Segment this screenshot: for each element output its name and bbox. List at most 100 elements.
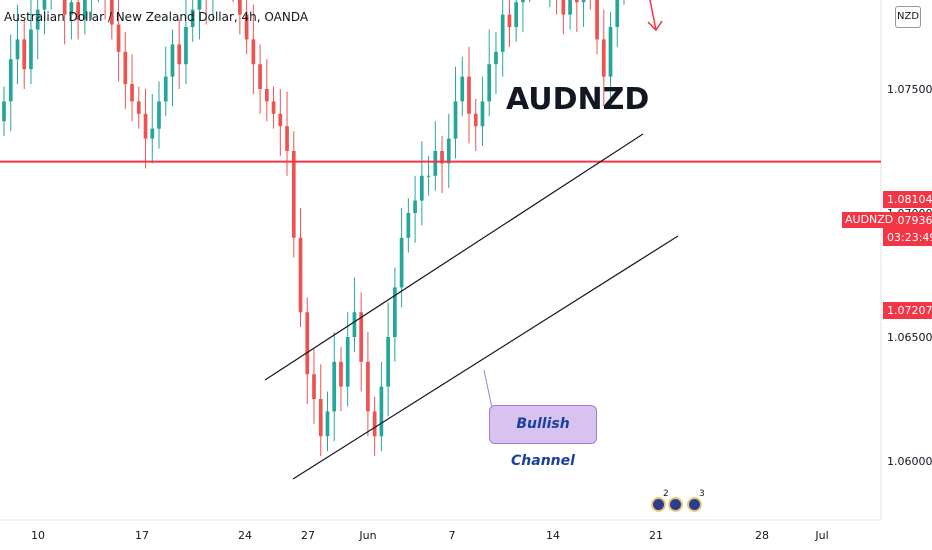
- candle-body: [197, 0, 202, 10]
- currency-label[interactable]: NZD: [895, 6, 921, 28]
- candle-body: [238, 0, 242, 15]
- candle-body: [190, 9, 195, 28]
- resistance-price-badge: 1.08104: [883, 191, 932, 208]
- economic-event-icon[interactable]: [651, 497, 666, 512]
- time-tick-label: 7: [449, 529, 456, 542]
- candle-body: [123, 51, 128, 85]
- event-count: 2: [663, 489, 669, 499]
- price-axis-labels: 1.095001.090001.085001.075001.070001.065…: [887, 83, 932, 468]
- candle-body: [574, 0, 579, 3]
- candle-body: [581, 0, 586, 3]
- candle-body: [514, 2, 519, 27]
- symbol-header: Australian Dollar / New Zealand Dollar, …: [4, 10, 309, 24]
- candle-body: [251, 39, 256, 65]
- candle-body: [521, 0, 525, 3]
- candle-body: [278, 113, 283, 127]
- candle-body: [325, 411, 330, 437]
- candle-body: [413, 200, 417, 213]
- candle-body: [419, 175, 424, 201]
- candle-body: [15, 39, 20, 60]
- time-tick-label: 27: [301, 529, 315, 542]
- candle-body: [359, 312, 364, 362]
- economic-event-icon[interactable]: [668, 497, 683, 512]
- economic-event-icon[interactable]: [687, 497, 702, 512]
- candle-body: [116, 24, 121, 52]
- candle-body: [35, 9, 40, 30]
- candle-body: [130, 84, 134, 102]
- candle-body: [244, 14, 249, 40]
- candle-body: [312, 374, 316, 399]
- candle-body: [601, 39, 606, 77]
- candle-body: [386, 337, 390, 387]
- candle-body: [170, 44, 175, 77]
- time-tick-label: Jun: [358, 529, 376, 542]
- candle-body: [507, 14, 512, 27]
- candle-body: [568, 0, 572, 15]
- symbol-badge: AUDNZD: [842, 212, 897, 228]
- candle-body: [345, 337, 350, 387]
- candle-body: [29, 29, 33, 70]
- bullish-channel-callout[interactable]: Bullish Channel: [489, 405, 597, 469]
- bar-countdown: 03:23:49: [883, 229, 932, 246]
- candle-body: [372, 411, 377, 437]
- candle-body: [440, 151, 444, 164]
- candle-body: [366, 361, 370, 412]
- projection-arrowhead: [647, 20, 663, 32]
- candle-body: [446, 138, 451, 164]
- candle-body: [339, 361, 343, 387]
- candle-body: [406, 213, 411, 238]
- candle-body: [2, 101, 6, 122]
- price-tick-label: 1.06500: [887, 331, 932, 344]
- callout-pointer: [483, 369, 493, 409]
- time-tick-label: 28: [755, 529, 769, 542]
- candle-body: [109, 0, 114, 25]
- candle-body: [487, 64, 492, 102]
- candle-body: [467, 76, 471, 114]
- candle-body: [264, 89, 269, 102]
- candle-body: [298, 237, 303, 313]
- candle-body: [285, 126, 289, 151]
- candle-body: [163, 76, 168, 102]
- candle-body: [83, 0, 87, 20]
- time-tick-label: 14: [546, 529, 560, 542]
- candle-body: [480, 101, 485, 127]
- candle-body: [143, 113, 148, 139]
- event-count: 3: [699, 489, 705, 499]
- support-price-badge: 1.07207: [883, 302, 932, 319]
- channel-upper-line[interactable]: [264, 133, 644, 381]
- candle-body: [332, 361, 337, 412]
- candle-body: [318, 399, 323, 437]
- candle-body: [42, 0, 47, 10]
- chart-title-annotation[interactable]: AUDNZD: [506, 82, 650, 117]
- candle-body: [608, 27, 613, 77]
- candle-body: [22, 39, 27, 70]
- candle-body: [393, 287, 397, 337]
- candle-body: [473, 113, 478, 127]
- candle-body: [494, 51, 498, 65]
- time-axis-labels: 10 17 24 27 Jun 7 14 21 28 Jul: [31, 529, 829, 542]
- candle-body: [8, 59, 13, 102]
- candles: [2, 0, 625, 457]
- candle-body: [258, 64, 262, 89]
- candle-body: [460, 76, 465, 102]
- price-tick-label: 1.06000: [887, 455, 932, 468]
- candle-body: [177, 44, 182, 65]
- candle-body: [136, 101, 141, 114]
- time-tick-label: Jul: [814, 529, 828, 542]
- time-tick-label: 17: [135, 529, 149, 542]
- candle-body: [399, 237, 404, 288]
- candle-body: [62, 0, 67, 15]
- candle-body: [69, 2, 74, 15]
- channel-lower-line[interactable]: [292, 235, 679, 480]
- candle-body: [271, 101, 276, 114]
- candle-body: [433, 151, 438, 176]
- candle-body: [615, 0, 620, 28]
- price-tick-label: 1.07500: [887, 83, 932, 96]
- candle-body: [76, 2, 80, 20]
- time-tick-label: 10: [31, 529, 45, 542]
- time-tick-label: 21: [649, 529, 663, 542]
- candle-body: [595, 0, 599, 40]
- candle-body: [305, 312, 310, 375]
- time-tick-label: 24: [238, 529, 252, 542]
